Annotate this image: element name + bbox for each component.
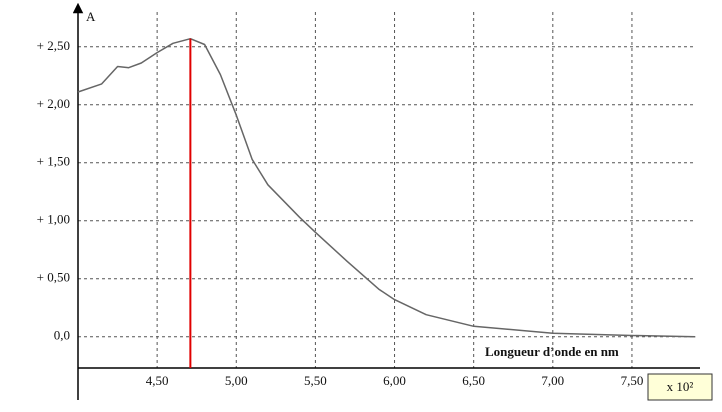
y-tick-label: 0,0: [54, 328, 70, 343]
x-axis-label: Longueur d’onde en nm: [485, 344, 619, 359]
y-tick-label: + 2,50: [37, 38, 70, 53]
y-tick-label: + 0,50: [37, 270, 70, 285]
y-tick-label: + 1,00: [37, 212, 70, 227]
x-tick-label: 4,50: [146, 373, 169, 388]
x-tick-label: 5,00: [225, 373, 248, 388]
spectrum-line: [77, 37, 696, 338]
x-tick-label: 7,00: [541, 373, 564, 388]
x-tick-label: 6,50: [462, 373, 485, 388]
y-axis-label: A: [86, 9, 96, 24]
y-tick-label: + 2,00: [37, 96, 70, 111]
x-tick-label: 6,00: [383, 373, 406, 388]
multiplier-box: [647, 373, 713, 401]
x-multiplier: x 10²: [667, 379, 694, 394]
x-tick-label: 5,50: [304, 373, 327, 388]
x-tick-label: 7,50: [621, 373, 644, 388]
y-tick-label: + 1,50: [37, 154, 70, 169]
